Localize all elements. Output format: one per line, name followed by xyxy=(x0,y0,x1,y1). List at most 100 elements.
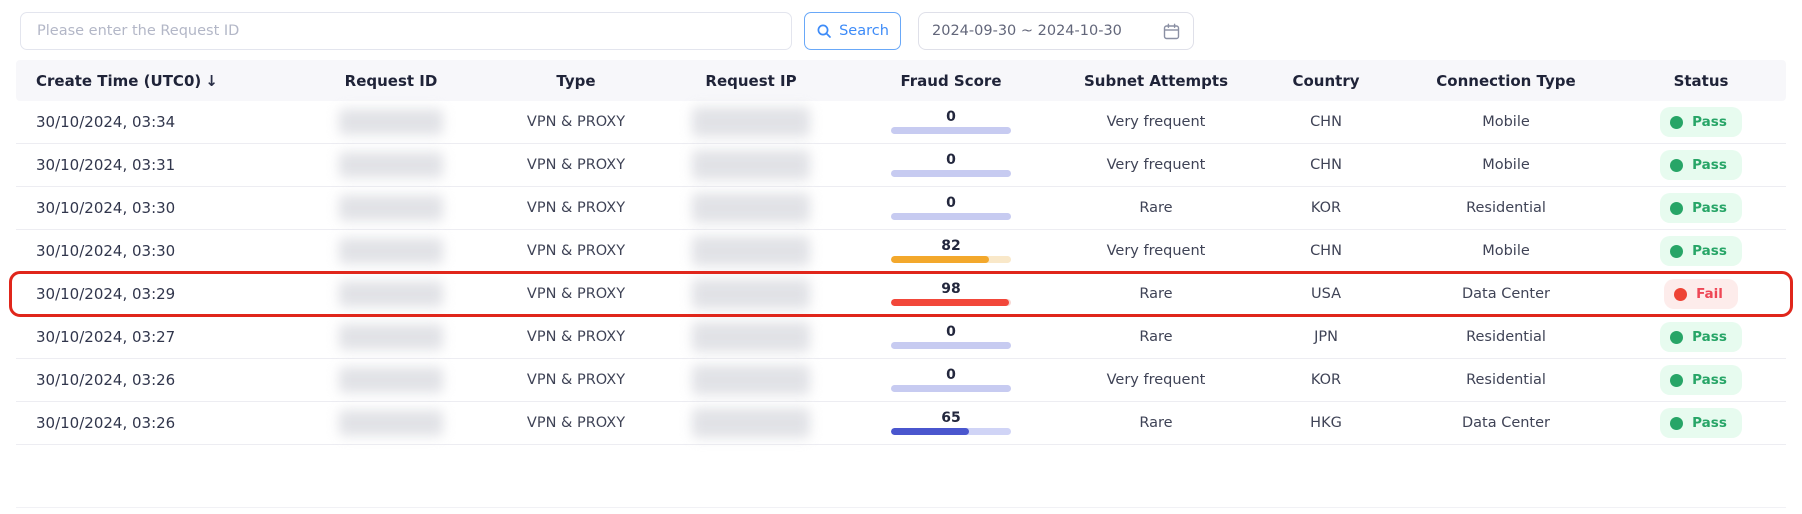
fraud-score-bar xyxy=(891,127,1011,134)
cell-create-time: 30/10/2024, 03:26 xyxy=(36,371,176,389)
cell-type: VPN & PROXY xyxy=(526,114,626,130)
status-dot-icon xyxy=(1670,373,1684,387)
column-header-fraud-score: Fraud Score xyxy=(900,71,1002,90)
column-header-request-id: Request ID xyxy=(344,71,438,90)
cell-status: Pass xyxy=(1616,150,1786,180)
fraud-score-value: 0 xyxy=(946,367,956,383)
table-row[interactable]: 30/10/2024, 03:31 VPN & PROXY 0 Very fre… xyxy=(16,144,1786,187)
cell-country: KOR xyxy=(1310,372,1342,388)
cell-country: USA xyxy=(1310,286,1341,302)
redacted-request-ip xyxy=(692,150,810,180)
cell-request-id xyxy=(286,109,496,135)
cell-subnet-attempts: Rare xyxy=(1139,329,1173,345)
cell-request-ip xyxy=(656,150,846,180)
column-header-label: Create Time (UTC0) xyxy=(36,71,202,90)
cell-connection-type: Mobile xyxy=(1482,243,1530,259)
cell-request-ip xyxy=(656,322,846,352)
cell-connection-type: Data Center xyxy=(1461,286,1551,302)
redacted-request-id xyxy=(339,195,443,221)
status-badge: Pass xyxy=(1660,193,1742,223)
table-row[interactable]: 30/10/2024, 03:26 VPN & PROXY 0 Very fre… xyxy=(16,359,1786,402)
calendar-icon xyxy=(1163,23,1180,40)
table-row[interactable]: 30/10/2024, 03:27 VPN & PROXY 0 Rare JPN… xyxy=(16,316,1786,359)
redacted-request-ip xyxy=(692,107,810,137)
table-row[interactable]: 30/10/2024, 03:26 VPN & PROXY 65 Rare HK… xyxy=(16,402,1786,445)
cell-type: VPN & PROXY xyxy=(526,286,626,302)
fraud-score-value: 98 xyxy=(941,281,961,297)
cell-create-time: 30/10/2024, 03:29 xyxy=(36,285,176,303)
status-label: Pass xyxy=(1692,372,1727,388)
status-badge: Pass xyxy=(1660,408,1742,438)
search-button[interactable]: Search xyxy=(804,12,901,50)
cell-request-ip xyxy=(656,279,846,309)
cell-type: VPN & PROXY xyxy=(526,372,626,388)
cell-request-id xyxy=(286,281,496,307)
cell-fraud-score: 82 xyxy=(846,239,1056,263)
column-header-subnet-attempts: Subnet Attempts xyxy=(1083,71,1229,90)
redacted-request-id xyxy=(339,109,443,135)
status-label: Pass xyxy=(1692,243,1727,259)
search-input[interactable] xyxy=(20,12,792,50)
redacted-request-ip xyxy=(692,193,810,223)
column-header-create-time[interactable]: Create Time (UTC0) ↓ xyxy=(16,72,286,90)
column-header-request-ip: Request IP xyxy=(705,71,797,90)
redacted-request-id xyxy=(339,281,443,307)
cell-create-time: 30/10/2024, 03:27 xyxy=(36,328,176,346)
redacted-request-id xyxy=(339,324,443,350)
cell-status: Fail xyxy=(1616,279,1786,309)
cell-request-ip xyxy=(656,193,846,223)
table-header-row: Create Time (UTC0) ↓ Request ID Type Requ… xyxy=(16,60,1786,101)
cell-connection-type: Residential xyxy=(1466,372,1546,388)
fraud-score-bar xyxy=(891,342,1011,349)
redacted-request-id xyxy=(339,152,443,178)
status-label: Pass xyxy=(1692,415,1727,431)
redacted-request-ip xyxy=(692,408,810,438)
cell-type: VPN & PROXY xyxy=(526,329,626,345)
fraud-score-value: 0 xyxy=(946,324,956,340)
status-badge: Pass xyxy=(1660,365,1742,395)
fraud-score-value: 65 xyxy=(941,410,961,426)
column-header-connection-type: Connection Type xyxy=(1436,71,1576,90)
fraud-score-bar-fill xyxy=(891,428,969,435)
cell-request-id xyxy=(286,238,496,264)
status-dot-icon xyxy=(1670,416,1684,430)
cell-connection-type: Data Center xyxy=(1461,415,1551,431)
cell-fraud-score: 0 xyxy=(846,110,1056,134)
cell-status: Pass xyxy=(1616,365,1786,395)
cell-status: Pass xyxy=(1616,408,1786,438)
table-body: 30/10/2024, 03:34 VPN & PROXY 0 Very fre… xyxy=(9,101,1793,445)
status-label: Pass xyxy=(1692,114,1727,130)
cell-create-time: 30/10/2024, 03:26 xyxy=(36,414,176,432)
date-range-picker[interactable]: 2024-09-30 ~ 2024-10-30 xyxy=(918,12,1194,50)
cell-country: CHN xyxy=(1310,114,1342,130)
status-dot-icon xyxy=(1670,158,1684,172)
requests-table: Create Time (UTC0) ↓ Request ID Type Requ… xyxy=(9,60,1793,508)
fraud-score-bar-fill xyxy=(891,299,1009,306)
table-row[interactable]: 30/10/2024, 03:34 VPN & PROXY 0 Very fre… xyxy=(16,101,1786,144)
table-row[interactable]: 30/10/2024, 03:30 VPN & PROXY 82 Very fr… xyxy=(16,230,1786,273)
search-icon xyxy=(816,23,832,39)
cell-create-time: 30/10/2024, 03:34 xyxy=(36,113,176,131)
cell-request-id xyxy=(286,152,496,178)
sort-desc-icon[interactable]: ↓ xyxy=(205,71,218,90)
cell-subnet-attempts: Rare xyxy=(1139,415,1173,431)
cell-subnet-attempts: Very frequent xyxy=(1106,372,1206,388)
table-row[interactable]: 30/10/2024, 03:29 VPN & PROXY 98 Rare US… xyxy=(9,271,1793,317)
status-label: Fail xyxy=(1696,286,1723,302)
status-dot-icon xyxy=(1670,330,1684,344)
cell-country: HKG xyxy=(1310,415,1342,431)
cell-status: Pass xyxy=(1616,107,1786,137)
column-header-status: Status xyxy=(1673,71,1729,90)
cell-fraud-score: 0 xyxy=(846,325,1056,349)
cell-subnet-attempts: Rare xyxy=(1139,200,1173,216)
cell-request-ip xyxy=(656,107,846,137)
cell-connection-type: Mobile xyxy=(1482,157,1530,173)
column-header-type: Type xyxy=(556,71,596,90)
cell-type: VPN & PROXY xyxy=(526,200,626,216)
cell-request-id xyxy=(286,410,496,436)
table-row[interactable]: 30/10/2024, 03:30 VPN & PROXY 0 Rare KOR… xyxy=(16,187,1786,230)
search-button-label: Search xyxy=(839,23,889,39)
cell-fraud-score: 65 xyxy=(846,411,1056,435)
column-header-country: Country xyxy=(1292,71,1360,90)
fraud-score-bar xyxy=(891,299,1011,306)
